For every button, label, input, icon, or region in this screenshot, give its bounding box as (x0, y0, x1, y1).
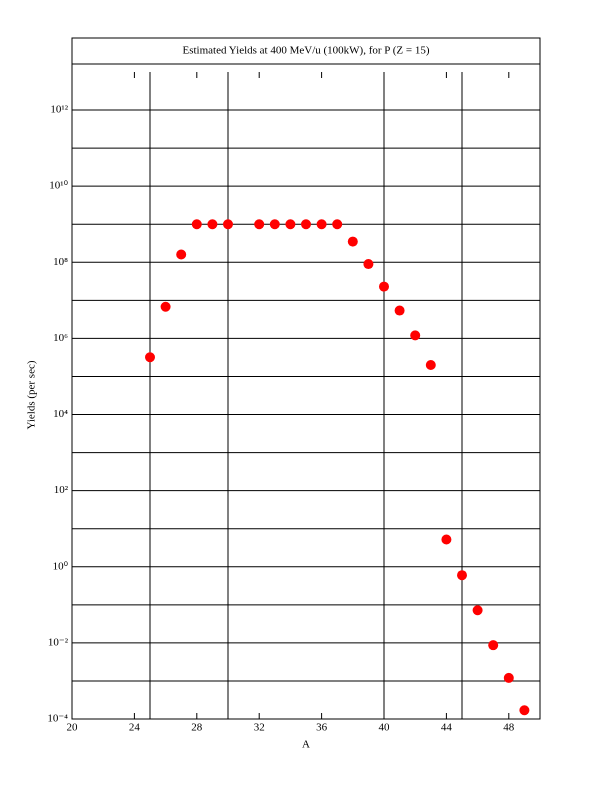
y-tick-label: 10⁻⁴ (47, 713, 68, 725)
y-tick-label: 10⁴ (53, 408, 68, 420)
data-point (410, 330, 421, 341)
y-tick-label: 10⁻² (48, 636, 69, 648)
data-point (160, 301, 171, 312)
x-tick-label: 20 (67, 722, 79, 734)
data-point (457, 570, 467, 581)
y-tick-label: 10¹⁰ (49, 180, 68, 192)
data-point (285, 219, 296, 230)
data-point (191, 219, 202, 230)
data-point (254, 219, 265, 230)
data-point (176, 249, 187, 260)
x-tick-label: 36 (316, 722, 328, 734)
data-point (503, 672, 514, 683)
chart-title: Estimated Yields at 400 MeV/u (100kW), f… (182, 45, 429, 57)
x-tick-label: 28 (191, 722, 203, 734)
data-point (223, 219, 233, 230)
data-point (488, 640, 499, 651)
data-point (316, 219, 327, 230)
data-point (394, 305, 405, 316)
x-axis-label: A (302, 739, 310, 751)
y-tick-label: 10⁰ (53, 560, 69, 572)
y-tick-label: 10⁸ (53, 256, 68, 268)
data-point (347, 236, 358, 247)
data-point (145, 352, 155, 363)
x-tick-label: 32 (254, 722, 265, 734)
data-point (441, 534, 452, 545)
y-tick-label: 10¹² (50, 104, 68, 116)
data-point (379, 281, 389, 292)
x-tick-label: 40 (379, 722, 391, 734)
x-tick-label: 48 (503, 722, 515, 734)
y-tick-label: 10⁶ (53, 332, 68, 344)
data-point (301, 219, 311, 230)
data-point (332, 219, 343, 230)
data-point (472, 605, 483, 616)
data-point (269, 219, 280, 230)
data-point (363, 259, 374, 270)
data-point (425, 360, 436, 371)
y-axis-label: Yields (per sec) (26, 360, 38, 429)
chart-frame (71, 37, 541, 720)
data-point (519, 705, 530, 716)
x-tick-label: 24 (129, 722, 141, 734)
data-point (207, 219, 218, 230)
x-tick-label: 44 (441, 722, 453, 734)
y-tick-label: 10² (54, 484, 69, 496)
